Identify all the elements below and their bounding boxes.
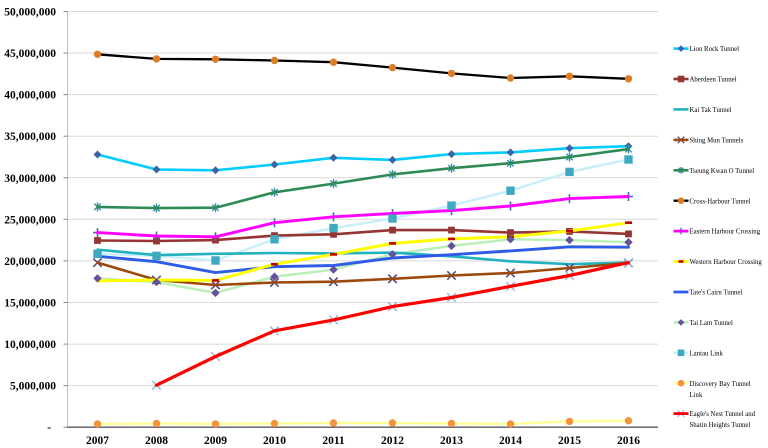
svg-text:Kai Tak Tunnel: Kai Tak Tunnel xyxy=(690,107,732,114)
svg-text:Shatin Heights Tunnel: Shatin Heights Tunnel xyxy=(690,422,751,429)
svg-text:Tai Lam Tunnel: Tai Lam Tunnel xyxy=(690,320,733,327)
svg-text:45,000,000: 45,000,000 xyxy=(4,48,56,60)
svg-text:2016: 2016 xyxy=(617,435,640,447)
svg-text:40,000,000: 40,000,000 xyxy=(4,90,56,102)
svg-text:Discovery Bay Tunnel: Discovery Bay Tunnel xyxy=(690,381,751,388)
svg-text:5,000,000: 5,000,000 xyxy=(10,381,56,393)
svg-text:20,000,000: 20,000,000 xyxy=(4,256,56,268)
svg-text:2007: 2007 xyxy=(86,435,109,447)
svg-text:Cross-Harbour Tunnel: Cross-Harbour Tunnel xyxy=(690,198,751,205)
svg-text:Aberdeen Tunnel: Aberdeen Tunnel xyxy=(690,77,737,84)
svg-text:Lion Rock Tunnel: Lion Rock Tunnel xyxy=(690,46,740,53)
svg-text:10,000,000: 10,000,000 xyxy=(4,339,56,351)
svg-text:2008: 2008 xyxy=(145,435,168,447)
svg-text:2011: 2011 xyxy=(322,435,345,447)
svg-text:Tate's Cairn Tunnel: Tate's Cairn Tunnel xyxy=(690,290,743,297)
svg-text:15,000,000: 15,000,000 xyxy=(4,298,56,310)
svg-text:2014: 2014 xyxy=(499,435,522,447)
svg-text:35,000,000: 35,000,000 xyxy=(4,131,56,143)
svg-text:2010: 2010 xyxy=(263,435,286,447)
svg-text:2015: 2015 xyxy=(558,435,581,447)
svg-text:Shing Mun Tunnels: Shing Mun Tunnels xyxy=(690,138,744,145)
svg-text:Tseung Kwan O Tunnel: Tseung Kwan O Tunnel xyxy=(690,168,755,175)
svg-text:Link: Link xyxy=(690,392,703,399)
svg-text:50,000,000: 50,000,000 xyxy=(4,7,56,19)
svg-text:Lantau Link: Lantau Link xyxy=(690,350,724,357)
svg-text:2009: 2009 xyxy=(204,435,227,447)
svg-text:Eagle's Nest Tunnel and: Eagle's Nest Tunnel and xyxy=(690,411,756,418)
svg-text:Western Harbour Crossing: Western Harbour Crossing xyxy=(690,259,763,266)
svg-text:30,000,000: 30,000,000 xyxy=(4,173,56,185)
svg-text:2013: 2013 xyxy=(440,435,463,447)
svg-text:-: - xyxy=(47,422,51,434)
svg-text:2012: 2012 xyxy=(381,435,404,447)
svg-text:25,000,000: 25,000,000 xyxy=(4,214,56,226)
svg-text:Eastern Harbour Crossing: Eastern Harbour Crossing xyxy=(690,229,761,236)
